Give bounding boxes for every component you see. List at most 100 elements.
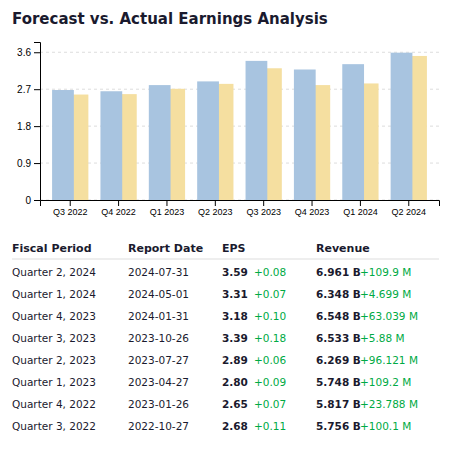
y-tick-mark — [34, 89, 40, 90]
table-cell: 2023-07-27 — [128, 354, 189, 366]
x-tick-label: Q2 2023 — [198, 207, 233, 217]
table-cell: 3.59 — [222, 266, 248, 278]
table-cell: 2024-07-31 — [128, 266, 189, 278]
table-cell: 6.548 B — [316, 310, 361, 322]
table-cell: +5.88 M — [360, 332, 405, 344]
table-cell: 2.80 — [222, 376, 248, 388]
table: Fiscal PeriodReport DateEPSRevenueQuarte… — [12, 242, 439, 432]
table-cell: 5.748 B — [316, 376, 361, 388]
table-cell: 2023-01-26 — [128, 398, 189, 410]
x-tick-label: Q4 2022 — [101, 207, 136, 217]
series-0 — [54, 56, 427, 200]
chart: Forecast vs. Actual Earnings Analysis 0 0.… — [0, 0, 451, 457]
y-tick-mark — [34, 163, 40, 164]
table-header: Fiscal Period — [12, 242, 92, 255]
x-axis-line — [41, 201, 440, 207]
table-cell: 2.65 — [222, 398, 248, 410]
x-axis: Q3 2022 Q4 2022 Q1 2023 Q2 2023 Q3 2023 Q4 20… — [41, 200, 440, 217]
table-cell: Quarter 2, 2024 — [12, 266, 96, 278]
table-header: EPS — [222, 242, 246, 255]
bar — [294, 69, 316, 200]
table-cell: +0.09 — [254, 376, 286, 388]
x-tick-mark — [263, 200, 264, 206]
plot: 0 0.9 1.8 2.7 3.6 Q3 2022 Q4 2022 Q1 2023 Q2 202… — [17, 43, 439, 218]
table-cell: +0.06 — [254, 354, 286, 366]
table-cell: Quarter 1, 2023 — [12, 376, 96, 388]
y-axis: 0 0.9 1.8 2.7 3.6 — [17, 43, 40, 206]
x-tick-label: Q1 2023 — [150, 207, 185, 217]
bar — [342, 64, 364, 200]
table-cell: 2024-01-31 — [128, 310, 189, 322]
x-tick: Q1 2023 — [150, 200, 185, 217]
table-cell: 6.348 B — [316, 288, 361, 300]
table-cell: Quarter 4, 2023 — [12, 310, 96, 322]
y-tick-mark — [34, 52, 40, 53]
table-cell: 5.756 B — [316, 420, 361, 432]
y-tick: 0.9 — [17, 158, 40, 169]
table-cell: 2024-05-01 — [128, 288, 189, 300]
x-tick: Q3 2022 — [53, 200, 88, 217]
bar — [52, 90, 74, 200]
y-tick-label: 1.8 — [17, 121, 31, 132]
grid — [40, 52, 439, 200]
table-cell: Quarter 4, 2022 — [12, 398, 96, 410]
table-cell: +109.9 M — [360, 266, 411, 278]
x-tick-label: Q2 2024 — [392, 207, 427, 217]
table-cell: 3.39 — [222, 332, 248, 344]
x-tick-label: Q4 2023 — [295, 207, 330, 217]
table-cell: +0.11 — [254, 420, 286, 432]
x-tick-mark — [70, 200, 71, 206]
x-tick: Q2 2023 — [198, 200, 233, 217]
table-cell: +100.1 M — [360, 420, 411, 432]
table-cell: +0.08 — [254, 266, 286, 278]
bar — [197, 81, 219, 200]
y-tick: 0 — [25, 195, 40, 206]
table-cell: 2023-04-27 — [128, 376, 189, 388]
table-cell: 3.31 — [222, 288, 248, 300]
y-tick-mark — [34, 126, 40, 127]
grid-line — [40, 126, 439, 127]
table-rule — [12, 259, 439, 260]
table-cell: 6.961 B — [316, 266, 361, 278]
title: Forecast vs. Actual Earnings Analysis — [12, 10, 328, 28]
bars — [52, 53, 427, 200]
y-axis-line — [34, 43, 41, 201]
table-cell: +0.07 — [254, 288, 286, 300]
x-tick-mark — [118, 200, 119, 206]
y-tick: 2.7 — [17, 84, 40, 95]
x-tick-label: Q1 2024 — [343, 207, 378, 217]
x-tick-mark — [360, 200, 361, 206]
x-tick-mark — [166, 200, 167, 206]
table-cell: 3.18 — [222, 310, 248, 322]
bar — [391, 53, 413, 200]
x-tick-label: Q3 2023 — [246, 207, 281, 217]
table-cell: +0.10 — [254, 310, 286, 322]
x-tick: Q1 2024 — [343, 200, 378, 217]
table-cell: 2.68 — [222, 420, 248, 432]
table-cell: Quarter 2, 2023 — [12, 354, 96, 366]
table-cell: +63.039 M — [360, 310, 418, 322]
x-tick: Q3 2023 — [246, 200, 281, 217]
grid-line — [40, 89, 439, 90]
x-tick: Q4 2022 — [101, 200, 136, 217]
table-cell: Quarter 3, 2023 — [12, 332, 96, 344]
table-cell: +109.2 M — [360, 376, 411, 388]
x-tick-mark — [408, 200, 409, 206]
table-cell: 2022-10-27 — [128, 420, 189, 432]
table-header: Report Date — [128, 242, 203, 255]
grid-line — [40, 163, 439, 164]
y-tick-label: 3.6 — [17, 47, 31, 58]
table-cell: 6.533 B — [316, 332, 361, 344]
table-cell: +0.07 — [254, 398, 286, 410]
y-tick-mark — [34, 200, 40, 201]
table-cell: +0.18 — [254, 332, 286, 344]
table-cell: +23.788 M — [360, 398, 418, 410]
table-cell: 6.269 B — [316, 354, 361, 366]
table-cell: Quarter 3, 2022 — [12, 420, 96, 432]
bar — [149, 85, 171, 200]
y-tick-label: 0 — [25, 195, 31, 206]
x-tick: Q4 2023 — [295, 200, 330, 217]
table-cell: +96.121 M — [360, 354, 418, 366]
table-cell: 2.89 — [222, 354, 248, 366]
table-cell: Quarter 1, 2024 — [12, 288, 96, 300]
